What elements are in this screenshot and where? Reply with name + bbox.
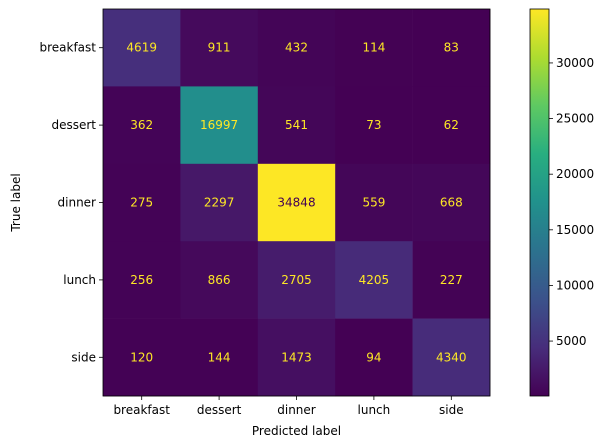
cell-value-label: 16997: [200, 118, 238, 132]
y-tick-label: dessert: [51, 118, 96, 132]
heatmap-cell-breakfast-dessert: [180, 9, 259, 87]
colorbar-tick-label: 20000: [556, 167, 594, 181]
cell-value-label: 73: [366, 118, 381, 132]
heatmap-cell-breakfast-dinner: [257, 9, 336, 87]
x-tick-label: dinner: [277, 403, 316, 417]
cell-value-label: 94: [366, 350, 381, 364]
heatmap-cell-lunch-breakfast: [103, 241, 181, 319]
cell-value-label: 4340: [436, 350, 467, 364]
x-tick-label: breakfast: [113, 403, 170, 417]
y-tick-label: dinner: [58, 196, 97, 210]
heatmap-cell-dessert-lunch: [335, 86, 413, 165]
y-axis-label: True label: [9, 173, 23, 232]
cell-value-label: 83: [444, 41, 459, 55]
cell-value-label: 120: [130, 350, 153, 364]
heatmap-cell-side-dinner: [257, 318, 336, 397]
x-tick-label: side: [439, 403, 464, 417]
colorbar: [529, 8, 550, 397]
cell-value-label: 62: [444, 118, 459, 132]
heatmap-cell-dessert-side: [412, 86, 491, 165]
x-tick-label: lunch: [358, 403, 391, 417]
heatmap-cell-breakfast-breakfast: [103, 9, 181, 87]
heatmap-cell-lunch-lunch: [335, 241, 413, 319]
cell-value-label: 2705: [281, 273, 312, 287]
x-axis-label: Predicted label: [252, 424, 341, 438]
colorbar-tick-label: 5000: [556, 334, 587, 348]
heatmap-cell-breakfast-lunch: [335, 9, 413, 87]
colorbar-tick-label: 10000: [556, 278, 594, 292]
cell-value-label: 559: [362, 196, 385, 210]
cell-value-label: 275: [130, 196, 153, 210]
heatmap-cell-side-breakfast: [103, 318, 181, 397]
y-tick-label: side: [71, 350, 96, 364]
colorbar-tick-label: 25000: [556, 112, 594, 126]
cell-value-label: 2297: [204, 196, 235, 210]
cell-value-label: 227: [440, 273, 463, 287]
y-axis-ticks: breakfast dessert dinner lunch side: [39, 41, 103, 364]
colorbar-tick-label: 30000: [556, 56, 594, 70]
y-tick-label: breakfast: [39, 41, 96, 55]
heatmap-cell-dinner-breakfast: [103, 163, 181, 242]
x-tick-label: dessert: [197, 403, 242, 417]
heatmap-cell-dinner-dessert: [180, 163, 259, 242]
heatmap-cell-labels: 4619 911 432 114 83 362 16997 541 73 62 275 2297 348…: [126, 41, 466, 365]
heatmap-cell-dinner-dinner: [257, 163, 336, 242]
cell-value-label: 432: [285, 41, 308, 55]
cell-value-label: 114: [362, 41, 385, 55]
heatmap-cell-dessert-dinner: [257, 86, 336, 165]
cell-value-label: 256: [130, 273, 153, 287]
colorbar-tick-label: 15000: [556, 223, 594, 237]
heatmap-cell-side-side: [412, 318, 491, 397]
heatmap-cell-side-dessert: [180, 318, 259, 397]
heatmap-cells: [103, 9, 491, 397]
x-axis-ticks: breakfast dessert dinner lunch side: [113, 396, 464, 417]
cell-value-label: 144: [208, 350, 231, 364]
y-tick-label: lunch: [63, 273, 96, 287]
heatmap-cell-dinner-side: [412, 163, 491, 242]
cell-value-label: 541: [285, 118, 308, 132]
heatmap-cell-lunch-dinner: [257, 241, 336, 319]
heatmap-cell-lunch-side: [412, 241, 491, 319]
heatmap-cell-dinner-lunch: [335, 163, 413, 242]
heatmap-cell-dessert-breakfast: [103, 86, 181, 165]
cell-value-label: 362: [130, 118, 153, 132]
heatmap-cell-side-lunch: [335, 318, 413, 397]
cell-value-label: 1473: [281, 350, 312, 364]
cell-value-label: 4205: [359, 273, 390, 287]
cell-value-label: 911: [208, 41, 231, 55]
heatmap-cell-lunch-dessert: [180, 241, 259, 319]
cell-value-label: 4619: [126, 41, 157, 55]
cell-value-label: 866: [208, 273, 231, 287]
heatmap-cell-dessert-dessert: [180, 86, 259, 165]
cell-value-label: 34848: [277, 196, 315, 210]
cell-value-label: 668: [440, 196, 463, 210]
heatmap-cell-breakfast-side: [412, 9, 491, 87]
colorbar-ticks: 5000 10000 15000 20000 25000 30000: [549, 56, 594, 348]
